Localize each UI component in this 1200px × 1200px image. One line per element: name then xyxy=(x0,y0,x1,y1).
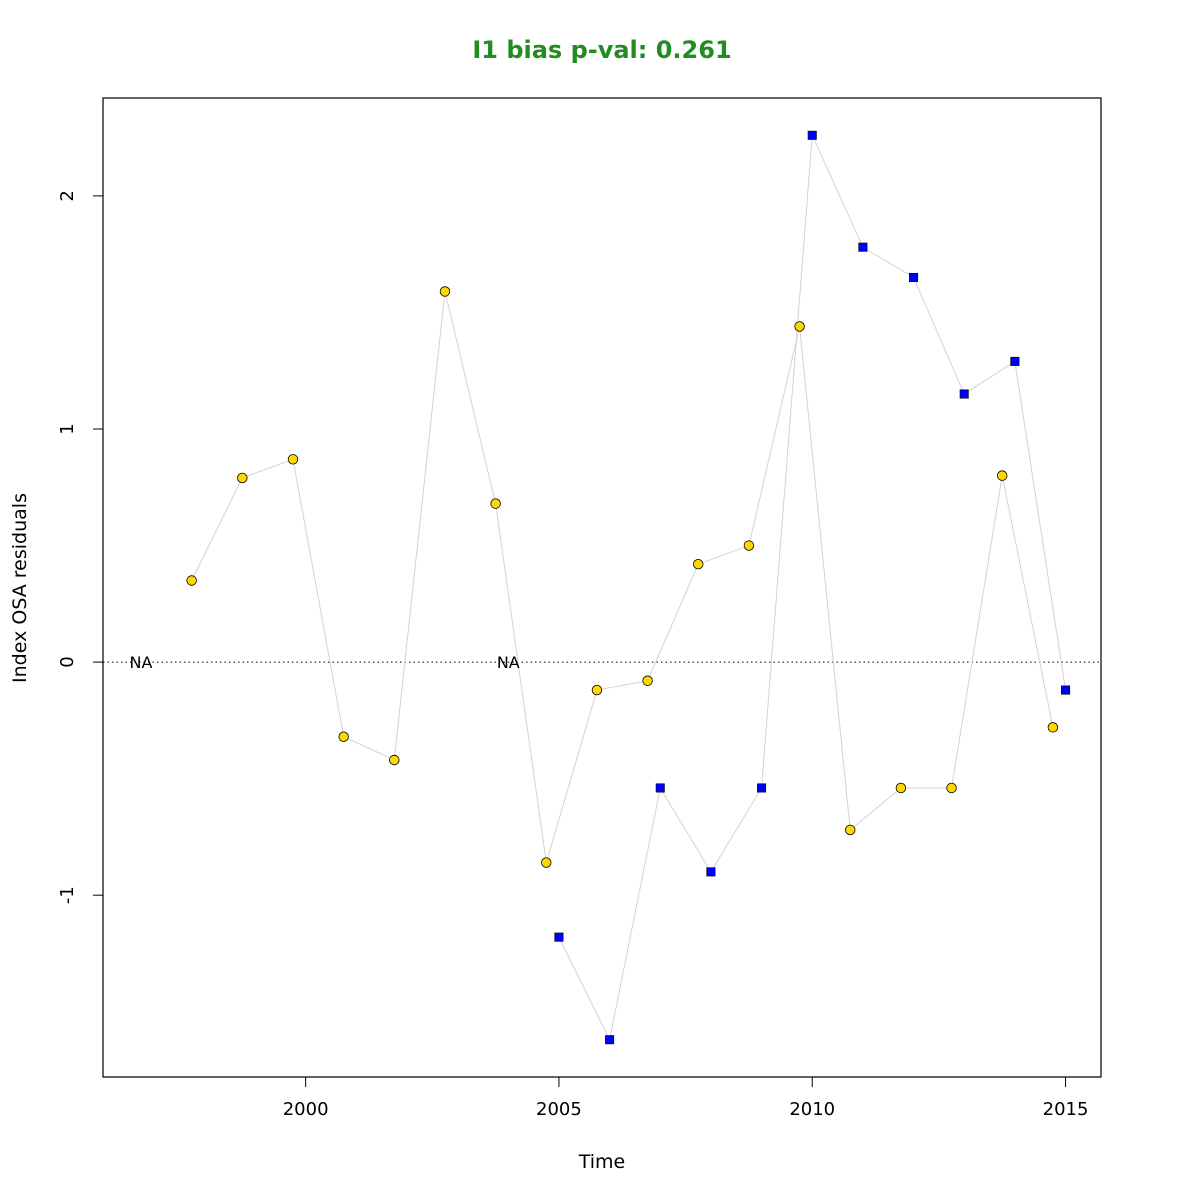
series-1-point xyxy=(237,472,248,484)
x-tick-label: 2000 xyxy=(283,1099,329,1120)
series-2-point xyxy=(655,783,665,793)
series-1-line xyxy=(191,291,1054,863)
series-2-point xyxy=(757,783,767,793)
series-1-point xyxy=(287,454,299,465)
series-1-point xyxy=(997,470,1008,481)
na-labels-layer: NA NA xyxy=(130,653,520,672)
y-tick-label: 1 xyxy=(57,423,78,434)
y-tick-label: -1 xyxy=(57,886,78,904)
series-2-point xyxy=(909,272,919,282)
series-1-point xyxy=(845,824,856,836)
y-axis-label: Index OSA residuals xyxy=(9,493,31,683)
series-2-line xyxy=(558,135,1067,1042)
series-2-point xyxy=(1010,356,1020,366)
chart-title: I1 bias p-val: 0.261 xyxy=(472,36,731,64)
series-1-point xyxy=(895,782,907,794)
plot-frame xyxy=(102,97,1102,1078)
series-lines-layer xyxy=(191,135,1067,1042)
series-2-point xyxy=(959,389,969,399)
series-1-point xyxy=(946,782,957,794)
series-1-point xyxy=(591,684,603,696)
x-axis-label: Time xyxy=(578,1151,626,1173)
series-2-point xyxy=(858,242,868,252)
series-2-point xyxy=(706,867,716,877)
series-1-point xyxy=(338,731,349,742)
series-1-point xyxy=(1047,722,1059,733)
na-label: NA xyxy=(130,653,153,672)
series-2-point xyxy=(807,130,817,140)
x-tick-label: 2005 xyxy=(536,1099,582,1120)
x-tick-label: 2010 xyxy=(789,1099,835,1120)
x-tick-label: 2015 xyxy=(1043,1099,1089,1120)
na-label: NA xyxy=(497,653,520,672)
series-2-point xyxy=(1061,685,1071,695)
series-1-point xyxy=(439,286,451,297)
x-axis: 2000 2005 2010 2015 xyxy=(283,1077,1089,1120)
series-1-point xyxy=(186,575,197,586)
series-2-point xyxy=(605,1035,615,1045)
series-1-point xyxy=(794,321,805,332)
series-1-point xyxy=(693,558,704,570)
series-1-point xyxy=(389,754,400,766)
y-tick-label: 2 xyxy=(57,190,78,201)
y-axis: -1 0 1 2 xyxy=(57,190,103,904)
series-1-point xyxy=(541,857,552,868)
series-1-point xyxy=(490,498,501,509)
y-tick-label: 0 xyxy=(57,656,78,667)
series-1-point xyxy=(642,675,653,686)
points-layer xyxy=(186,130,1071,1045)
series-1-point xyxy=(743,540,755,551)
series-2-point xyxy=(554,932,564,942)
